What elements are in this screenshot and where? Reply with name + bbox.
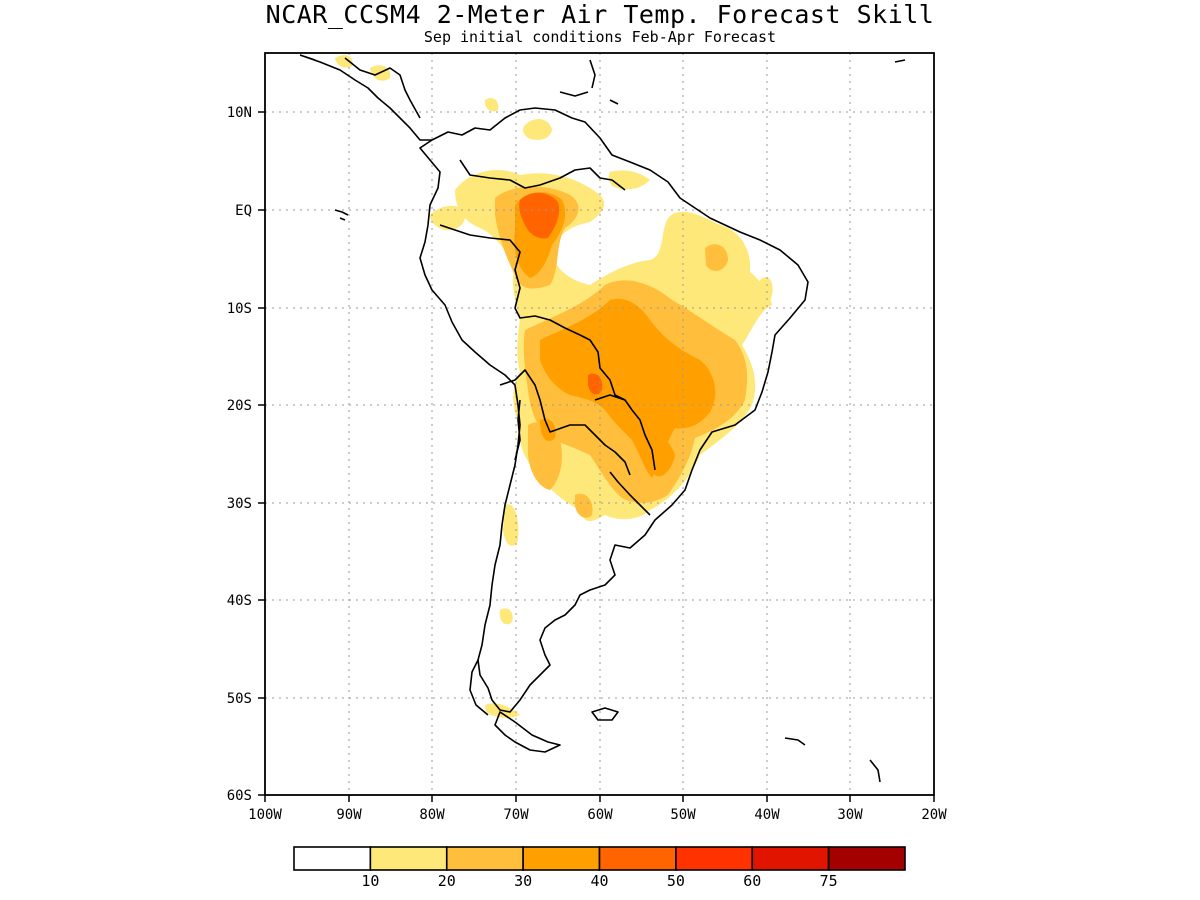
skill-level-40-50	[519, 192, 603, 395]
skill-shading	[335, 55, 773, 718]
legend-label: 40	[590, 872, 608, 890]
caribbean-islands	[559, 59, 619, 105]
legend-swatch	[369, 846, 448, 871]
legend-label: 75	[820, 872, 838, 890]
graticule	[265, 53, 934, 795]
tierra-del-fuego	[494, 711, 561, 753]
lon-label: 100W	[248, 807, 282, 823]
lat-label: 20S	[227, 398, 252, 414]
legend-label: 60	[743, 872, 761, 890]
longitude-labels: 100W 90W 80W 70W 60W 50W 40W 30W 20W	[248, 807, 947, 823]
lon-label: 30W	[837, 807, 863, 823]
map-title: NCAR_CCSM4 2-Meter Air Temp. Forecast Sk…	[265, 0, 935, 29]
legend-swatch	[293, 846, 372, 871]
legend-swatch	[598, 846, 677, 871]
legend-label: 10	[361, 872, 379, 890]
lat-label: 40S	[227, 593, 252, 609]
lat-label: 10S	[227, 301, 252, 317]
legend-label: 50	[667, 872, 685, 890]
galapagos	[334, 209, 349, 221]
legend-swatch	[675, 846, 754, 871]
lon-label: 50W	[670, 807, 696, 823]
chile-fjords	[469, 659, 489, 716]
lon-label: 40W	[754, 807, 780, 823]
lon-label: 60W	[587, 807, 613, 823]
map-subtitle: Sep initial conditions Feb-Apr Forecast	[423, 28, 777, 46]
falkland-islands	[591, 707, 619, 721]
country-borders	[439, 159, 656, 516]
legend-swatch	[751, 846, 830, 871]
lon-label: 80W	[419, 807, 445, 823]
lon-label: 90W	[336, 807, 362, 823]
lat-label: 30S	[227, 496, 252, 512]
legend-label: 20	[438, 872, 456, 890]
south-america-coastline	[419, 107, 809, 713]
cape-verde-area	[894, 59, 906, 63]
legend-swatch	[445, 846, 524, 871]
lon-label: 20W	[921, 807, 947, 823]
lat-label: 60S	[227, 788, 252, 804]
coastlines	[299, 54, 906, 783]
legend-swatch	[522, 846, 601, 871]
lat-label: EQ	[235, 203, 252, 219]
sandwich-islands	[869, 759, 881, 783]
central-america-coastline	[299, 54, 432, 141]
lon-label: 70W	[503, 807, 529, 823]
lat-label: 50S	[227, 691, 252, 707]
tick-marks	[258, 111, 935, 802]
legend-label: 30	[514, 872, 532, 890]
color-legend: 10 20 30 40 50 60 75	[293, 846, 906, 890]
lat-label: 10N	[227, 105, 252, 121]
south-georgia	[784, 737, 806, 746]
legend-swatch	[827, 846, 906, 871]
latitude-labels: 10N EQ 10S 20S 30S 40S 50S 60S	[227, 105, 252, 804]
